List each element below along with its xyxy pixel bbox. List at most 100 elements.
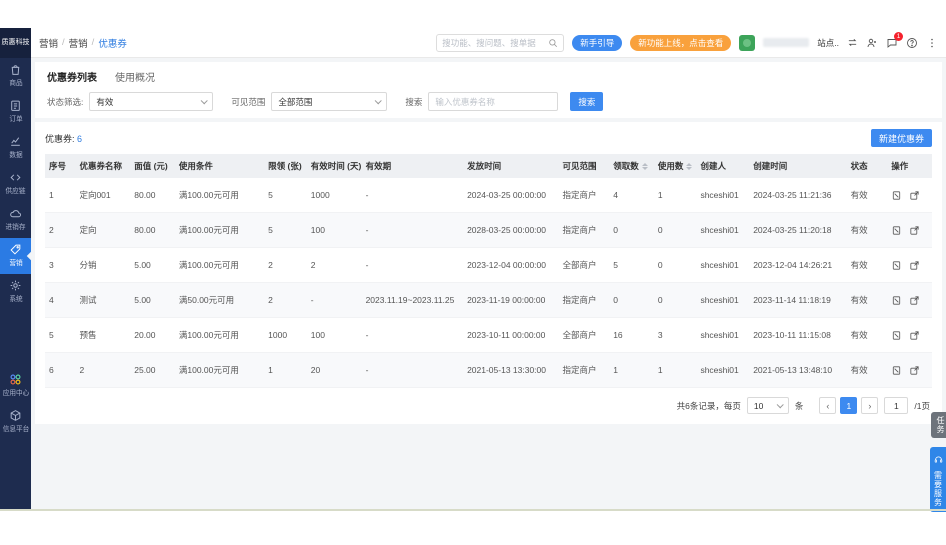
sidebar-item-system[interactable]: 系统 xyxy=(0,274,31,310)
global-search-input[interactable] xyxy=(442,37,545,48)
table-cell: 3 xyxy=(653,317,697,353)
share-coupon-icon[interactable] xyxy=(909,190,920,201)
table-cell: 25.00 xyxy=(130,352,175,388)
tab-bar: 优惠券列表 使用概况 xyxy=(47,67,930,86)
scope-filter-select[interactable]: 全部范围 xyxy=(271,92,388,111)
row-actions xyxy=(887,352,932,388)
table-cell: 80.00 xyxy=(130,212,175,248)
table-cell: 全部商户 xyxy=(558,247,610,283)
censored-username xyxy=(763,38,810,47)
column-header: 优惠券名称 xyxy=(75,154,131,178)
sidebar-item-label: 商品 xyxy=(8,80,23,87)
promo-button[interactable]: 新功能上线，点击查看 xyxy=(630,34,732,51)
row-actions xyxy=(887,178,932,213)
service-float-tab[interactable]: 需要服务 xyxy=(930,447,946,512)
chevron-down-icon xyxy=(776,401,784,409)
invalidate-coupon-icon[interactable] xyxy=(891,260,902,271)
breadcrumb-item[interactable]: 营销 xyxy=(39,38,59,50)
sidebar-item-orders[interactable]: 订单 xyxy=(0,94,31,130)
tab-usage-overview[interactable]: 使用概况 xyxy=(115,73,155,84)
table-cell: 16 xyxy=(609,317,654,353)
share-coupon-icon[interactable] xyxy=(909,225,920,236)
share-coupon-icon[interactable] xyxy=(909,365,920,376)
share-coupon-icon[interactable] xyxy=(909,330,920,341)
pagination-total-pages: /1页 xyxy=(914,400,930,411)
create-coupon-button[interactable]: 新建优惠券 xyxy=(870,129,932,147)
table-cell: 80.00 xyxy=(130,178,175,213)
sidebar-item-label: 营销 xyxy=(8,260,23,267)
coupon-count-value: 6 xyxy=(77,133,83,144)
switch-account-icon[interactable] xyxy=(847,37,858,48)
table-cell: shceshi01 xyxy=(696,317,750,353)
invalidate-coupon-icon[interactable] xyxy=(891,365,902,376)
next-page-button[interactable]: › xyxy=(861,397,879,414)
table-cell: 2023-11-19 00:00:00 xyxy=(463,282,559,318)
invalidate-coupon-icon[interactable] xyxy=(891,225,902,236)
invalidate-coupon-icon[interactable] xyxy=(891,190,902,201)
status-filter-select[interactable]: 有效 xyxy=(89,92,214,111)
table-cell: - xyxy=(361,212,464,248)
search-button[interactable]: 搜索 xyxy=(570,92,604,111)
breadcrumb-separator: / xyxy=(91,37,95,48)
table-cell: 5 xyxy=(264,212,307,248)
table-header-row: 序号 优惠券名称 面值 (元) 使用条件 限领 (张) 有效时间 (天) 有效期 发放时间 可见… xyxy=(45,154,932,178)
column-header-label: 使用条件 xyxy=(178,161,213,171)
row-actions xyxy=(887,212,932,248)
scope-filter-value: 全部范围 xyxy=(278,96,313,107)
window-bottom-edge xyxy=(0,509,946,511)
breadcrumb: 营销 / 营销 / 优惠券 xyxy=(39,36,127,50)
table-cell: 0 xyxy=(609,212,654,248)
prev-page-button[interactable]: ‹ xyxy=(819,397,837,414)
current-page[interactable]: 1 xyxy=(840,397,858,414)
sidebar-item-app-center[interactable]: 应用中心 xyxy=(0,368,31,404)
breadcrumb-item[interactable]: 营销 xyxy=(68,38,88,50)
service-tab-label: 需要服务 xyxy=(933,471,943,507)
table-cell: 0 xyxy=(609,282,654,318)
inventory-icon xyxy=(9,207,22,220)
column-header-label: 限领 (张) xyxy=(268,161,302,171)
table-cell: 满100.00元可用 xyxy=(174,247,265,283)
table-cell: shceshi01 xyxy=(696,352,750,388)
more-icon[interactable] xyxy=(926,37,938,49)
invalidate-coupon-icon[interactable] xyxy=(891,295,902,306)
guide-button[interactable]: 新手引导 xyxy=(572,34,623,51)
page-size-select[interactable]: 10 xyxy=(746,397,789,414)
sidebar-item-supply-chain[interactable]: 供应链 xyxy=(0,166,31,202)
task-float-tab[interactable]: 任务 xyxy=(931,412,946,438)
column-header-label: 面值 (元) xyxy=(134,161,168,171)
sidebar-item-info-platform[interactable]: 信息平台 xyxy=(0,404,31,440)
contacts-icon[interactable] xyxy=(866,37,878,49)
page-jump-input[interactable] xyxy=(884,397,909,414)
search-icon[interactable] xyxy=(548,38,558,48)
tab-coupon-list[interactable]: 优惠券列表 xyxy=(47,73,97,84)
status-text: 有效 xyxy=(846,212,888,248)
share-coupon-icon[interactable] xyxy=(909,295,920,306)
table-cell: 2024-03-25 11:20:18 xyxy=(749,212,847,248)
sidebar-item-marketing[interactable]: 营销 xyxy=(0,238,31,274)
table-cell: 指定商户 xyxy=(558,352,610,388)
table-cell: 5.00 xyxy=(130,247,175,283)
column-header: 领取数 xyxy=(609,154,654,178)
coupon-name-input[interactable] xyxy=(428,92,559,111)
sort-icon[interactable] xyxy=(686,163,693,171)
breadcrumb-current: 优惠券 xyxy=(98,38,127,50)
column-header-label: 序号 xyxy=(49,161,67,171)
column-header: 创建时间 xyxy=(749,154,847,178)
table-cell: 2023-10-11 11:15:08 xyxy=(749,317,847,353)
help-icon[interactable] xyxy=(906,37,918,49)
sort-icon[interactable] xyxy=(641,163,648,171)
messages-icon[interactable]: 1 xyxy=(886,31,903,49)
sidebar-item-data[interactable]: 数据 xyxy=(0,130,31,166)
table-cell: 0 xyxy=(653,247,697,283)
sidebar-item-goods[interactable]: 商品 xyxy=(0,58,31,94)
table-row: 3 分销 5.00 满100.00元可用 2 2-2023-12-04 00:00:00 全… xyxy=(45,247,932,283)
status-filter-value: 有效 xyxy=(96,96,114,107)
table-cell: 1000 xyxy=(306,178,362,213)
invalidate-coupon-icon[interactable] xyxy=(891,330,902,341)
pagination-unit: 条 xyxy=(794,400,804,411)
share-coupon-icon[interactable] xyxy=(909,260,920,271)
sidebar-item-inventory[interactable]: 进销存 xyxy=(0,202,31,238)
pagination: 共6条记录，每页 10 条 ‹ 1 › /1页 xyxy=(45,397,932,414)
avatar[interactable] xyxy=(739,34,756,51)
status-text: 有效 xyxy=(846,282,888,318)
